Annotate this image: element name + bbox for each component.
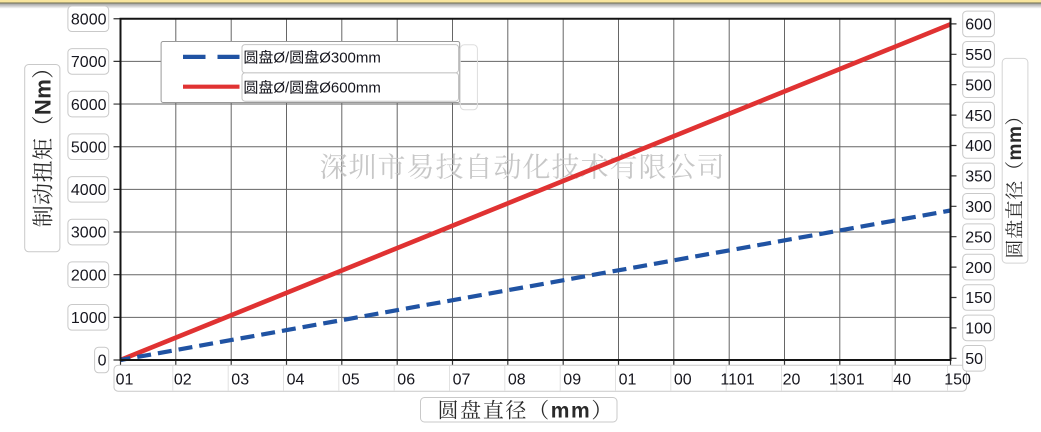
svg-text:05: 05 <box>342 371 360 388</box>
svg-text:150: 150 <box>965 290 992 307</box>
svg-text:5000: 5000 <box>71 139 107 156</box>
svg-text:400: 400 <box>965 138 992 155</box>
svg-text:07: 07 <box>453 371 471 388</box>
svg-text:2000: 2000 <box>71 267 107 284</box>
svg-text:08: 08 <box>508 371 526 388</box>
svg-text:1101: 1101 <box>720 371 755 388</box>
svg-text:550: 550 <box>965 47 992 64</box>
svg-text:Ø/: Ø/ <box>273 50 290 67</box>
svg-text:450: 450 <box>965 108 992 125</box>
svg-text:Ø/: Ø/ <box>273 80 290 97</box>
svg-text:100: 100 <box>965 321 992 338</box>
svg-text:20: 20 <box>783 371 801 388</box>
svg-text:8000: 8000 <box>71 11 107 28</box>
svg-text:09: 09 <box>563 371 581 388</box>
svg-text:500: 500 <box>965 77 992 94</box>
svg-text:250: 250 <box>965 229 992 246</box>
svg-text:Ø300mm: Ø300mm <box>319 50 381 67</box>
svg-text:4000: 4000 <box>71 182 107 199</box>
svg-text:0: 0 <box>98 353 107 370</box>
svg-text:7000: 7000 <box>71 54 107 71</box>
svg-text:Nm: Nm <box>31 79 56 115</box>
svg-text:3000: 3000 <box>71 225 107 242</box>
svg-text:6000: 6000 <box>71 97 107 114</box>
svg-text:06: 06 <box>397 371 415 388</box>
svg-text:600: 600 <box>965 17 992 34</box>
svg-text:02: 02 <box>174 371 192 388</box>
svg-text:Ø600mm: Ø600mm <box>319 80 381 97</box>
svg-text:150: 150 <box>944 371 971 388</box>
svg-text:200: 200 <box>965 260 992 277</box>
svg-text:350: 350 <box>965 169 992 186</box>
svg-text:1301: 1301 <box>829 371 865 388</box>
svg-text:300: 300 <box>965 199 992 216</box>
svg-text:mm: mm <box>551 400 592 423</box>
svg-text:01: 01 <box>619 371 637 388</box>
svg-text:00: 00 <box>674 371 692 388</box>
svg-text:50: 50 <box>965 351 983 368</box>
svg-text:04: 04 <box>287 371 305 388</box>
svg-text:mm: mm <box>1005 126 1026 161</box>
svg-text:40: 40 <box>893 371 911 388</box>
svg-text:01: 01 <box>116 371 134 388</box>
svg-text:1000: 1000 <box>71 310 107 327</box>
svg-text:03: 03 <box>231 371 249 388</box>
